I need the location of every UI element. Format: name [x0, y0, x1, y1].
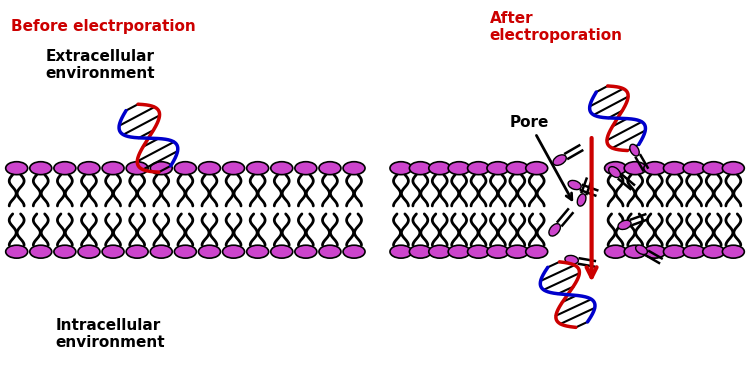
Ellipse shape	[644, 245, 666, 258]
Ellipse shape	[151, 245, 172, 258]
Ellipse shape	[295, 162, 317, 175]
Ellipse shape	[198, 162, 220, 175]
Ellipse shape	[78, 162, 100, 175]
Ellipse shape	[410, 245, 431, 258]
Ellipse shape	[319, 245, 341, 258]
Ellipse shape	[624, 162, 646, 175]
Ellipse shape	[630, 144, 639, 156]
Ellipse shape	[30, 162, 52, 175]
Ellipse shape	[102, 245, 124, 258]
Ellipse shape	[410, 162, 431, 175]
Ellipse shape	[126, 162, 148, 175]
Ellipse shape	[506, 162, 528, 175]
Ellipse shape	[636, 245, 647, 254]
Ellipse shape	[448, 245, 470, 258]
Ellipse shape	[604, 245, 626, 258]
Ellipse shape	[577, 194, 586, 206]
Ellipse shape	[467, 245, 490, 258]
Ellipse shape	[644, 162, 666, 175]
Ellipse shape	[568, 180, 581, 189]
Text: Extracellular
environment: Extracellular environment	[46, 49, 155, 81]
Ellipse shape	[6, 245, 28, 258]
Ellipse shape	[448, 162, 470, 175]
Ellipse shape	[6, 162, 28, 175]
Ellipse shape	[175, 245, 196, 258]
Ellipse shape	[319, 162, 341, 175]
Ellipse shape	[151, 162, 172, 175]
Ellipse shape	[295, 245, 317, 258]
Ellipse shape	[343, 162, 365, 175]
Ellipse shape	[343, 245, 365, 258]
Ellipse shape	[175, 162, 196, 175]
Ellipse shape	[467, 162, 490, 175]
Ellipse shape	[78, 245, 100, 258]
Ellipse shape	[30, 245, 52, 258]
Ellipse shape	[683, 162, 705, 175]
Ellipse shape	[126, 245, 148, 258]
Ellipse shape	[102, 162, 124, 175]
Ellipse shape	[198, 245, 220, 258]
Ellipse shape	[722, 245, 745, 258]
Ellipse shape	[246, 162, 269, 175]
Ellipse shape	[428, 245, 451, 258]
Ellipse shape	[390, 245, 412, 258]
Ellipse shape	[553, 155, 566, 165]
Text: Pore: Pore	[510, 115, 571, 200]
Ellipse shape	[664, 162, 685, 175]
Ellipse shape	[54, 245, 76, 258]
Ellipse shape	[506, 245, 528, 258]
Ellipse shape	[565, 256, 578, 264]
Ellipse shape	[222, 245, 244, 258]
Ellipse shape	[487, 245, 509, 258]
Ellipse shape	[609, 167, 620, 178]
Text: Intracellular
environment: Intracellular environment	[55, 317, 166, 350]
Ellipse shape	[618, 220, 631, 230]
Ellipse shape	[549, 223, 560, 236]
Ellipse shape	[703, 245, 725, 258]
Ellipse shape	[390, 162, 412, 175]
Ellipse shape	[664, 245, 685, 258]
Ellipse shape	[526, 162, 548, 175]
Ellipse shape	[54, 162, 76, 175]
Ellipse shape	[246, 245, 269, 258]
Ellipse shape	[428, 162, 451, 175]
Text: After
electroporation: After electroporation	[490, 11, 622, 43]
Ellipse shape	[604, 162, 626, 175]
Ellipse shape	[683, 245, 705, 258]
Ellipse shape	[703, 162, 725, 175]
Text: Before electrporation: Before electrporation	[10, 19, 195, 34]
Ellipse shape	[222, 162, 244, 175]
Ellipse shape	[271, 162, 293, 175]
Ellipse shape	[487, 162, 509, 175]
Ellipse shape	[271, 245, 293, 258]
Ellipse shape	[722, 162, 745, 175]
Ellipse shape	[624, 245, 646, 258]
Ellipse shape	[526, 245, 548, 258]
